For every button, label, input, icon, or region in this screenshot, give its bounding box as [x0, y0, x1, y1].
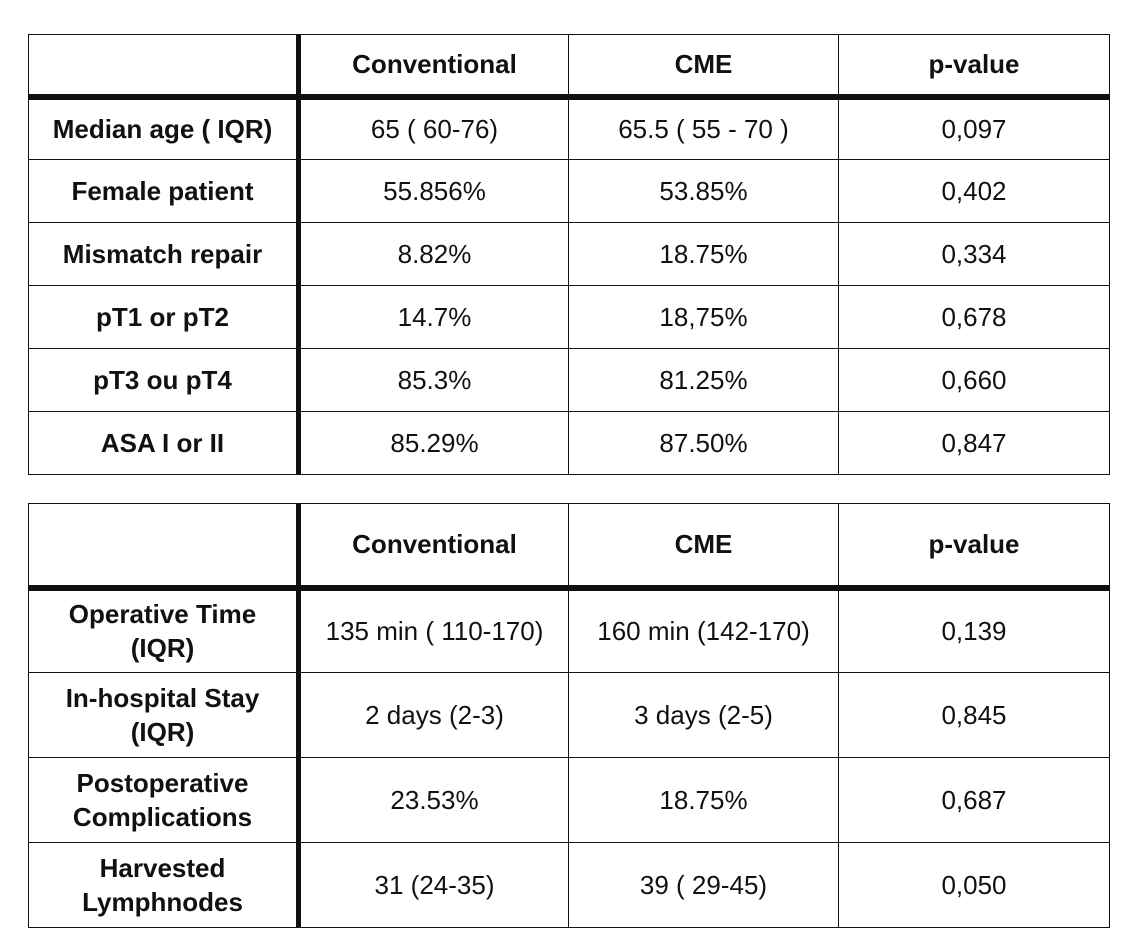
- cme-cell: 87.50%: [568, 411, 839, 475]
- conventional-cell: 8.82%: [298, 222, 569, 286]
- row-label: pT3 ou pT4: [28, 348, 301, 412]
- p-value-cell: 0,847: [838, 411, 1110, 475]
- cme-cell: 18.75%: [568, 757, 839, 843]
- conventional-cell: 2 days (2-3): [298, 672, 569, 758]
- conventional-cell: 135 min ( 110-170): [298, 587, 569, 673]
- p-value-cell: 0,334: [838, 222, 1110, 286]
- cme-cell: 81.25%: [568, 348, 839, 412]
- row-label: Postoperative Complications: [28, 757, 301, 843]
- conventional-cell: 55.856%: [298, 159, 569, 223]
- conventional-cell: 85.3%: [298, 348, 569, 412]
- table-row: Female patient 55.856% 53.85% 0,402: [28, 159, 1110, 223]
- table-row: Median age ( IQR) 65 ( 60-76) 65.5 ( 55 …: [28, 96, 1110, 160]
- p-value-cell: 0,097: [838, 96, 1110, 160]
- table-row: Postoperative Complications 23.53% 18.75…: [28, 757, 1110, 843]
- conventional-cell: 14.7%: [298, 285, 569, 349]
- cme-cell: 160 min (142-170): [568, 587, 839, 673]
- header-cell-p-value: p-value: [838, 34, 1110, 100]
- p-value-cell: 0,050: [838, 842, 1110, 928]
- header-cell-cme: CME: [568, 503, 839, 591]
- header-cell-cme: CME: [568, 34, 839, 100]
- cme-cell: 65.5 ( 55 - 70 ): [568, 96, 839, 160]
- conventional-cell: 85.29%: [298, 411, 569, 475]
- table-header-row: Conventional CME p-value: [28, 34, 1110, 100]
- row-label: ASA I or II: [28, 411, 301, 475]
- table-row: Mismatch repair 8.82% 18.75% 0,334: [28, 222, 1110, 286]
- table-row: pT1 or pT2 14.7% 18,75% 0,678: [28, 285, 1110, 349]
- row-label: Operative Time (IQR): [28, 587, 301, 673]
- row-label: Harvested Lymphnodes: [28, 842, 301, 928]
- p-value-cell: 0,678: [838, 285, 1110, 349]
- header-cell-conventional: Conventional: [298, 34, 569, 100]
- cme-cell: 18,75%: [568, 285, 839, 349]
- table-header-row: Conventional CME p-value: [28, 503, 1110, 591]
- row-label: pT1 or pT2: [28, 285, 301, 349]
- cme-cell: 39 ( 29-45): [568, 842, 839, 928]
- table-row: pT3 ou pT4 85.3% 81.25% 0,660: [28, 348, 1110, 412]
- surgical-outcomes-table: Conventional CME p-value Operative Time …: [28, 503, 1110, 928]
- cme-cell: 3 days (2-5): [568, 672, 839, 758]
- p-value-cell: 0,660: [838, 348, 1110, 412]
- header-cell-p-value: p-value: [838, 503, 1110, 591]
- patient-characteristics-table: Conventional CME p-value Median age ( IQ…: [28, 34, 1110, 475]
- table-row: In-hospital Stay (IQR) 2 days (2-3) 3 da…: [28, 672, 1110, 758]
- table-row: ASA I or II 85.29% 87.50% 0,847: [28, 411, 1110, 475]
- header-cell-conventional: Conventional: [298, 503, 569, 591]
- row-label: Female patient: [28, 159, 301, 223]
- cme-cell: 53.85%: [568, 159, 839, 223]
- table-row: Operative Time (IQR) 135 min ( 110-170) …: [28, 587, 1110, 673]
- conventional-cell: 65 ( 60-76): [298, 96, 569, 160]
- conventional-cell: 31 (24-35): [298, 842, 569, 928]
- table-row: Harvested Lymphnodes 31 (24-35) 39 ( 29-…: [28, 842, 1110, 928]
- row-label: Mismatch repair: [28, 222, 301, 286]
- header-cell-empty: [28, 34, 301, 100]
- p-value-cell: 0,402: [838, 159, 1110, 223]
- row-label: In-hospital Stay (IQR): [28, 672, 301, 758]
- row-label: Median age ( IQR): [28, 96, 301, 160]
- cme-cell: 18.75%: [568, 222, 839, 286]
- conventional-cell: 23.53%: [298, 757, 569, 843]
- p-value-cell: 0,139: [838, 587, 1110, 673]
- p-value-cell: 0,687: [838, 757, 1110, 843]
- header-cell-empty: [28, 503, 301, 591]
- p-value-cell: 0,845: [838, 672, 1110, 758]
